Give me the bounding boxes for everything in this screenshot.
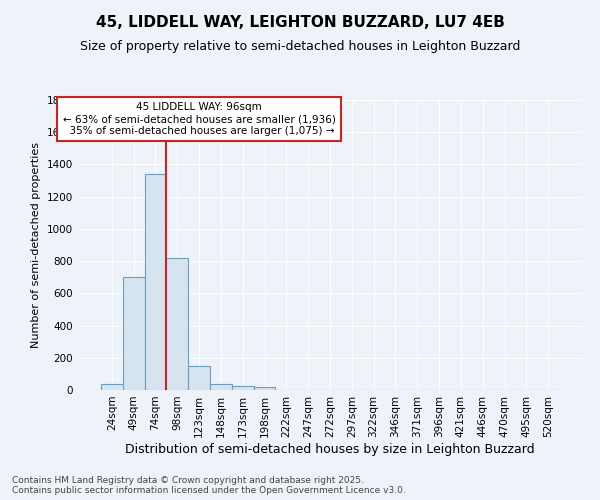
Bar (188, 366, 210, 390)
Bar (254, 387, 275, 390)
X-axis label: Distribution of semi-detached houses by size in Leighton Buzzard: Distribution of semi-detached houses by … (125, 442, 535, 456)
Bar (145, 174, 166, 390)
Y-axis label: Number of semi-detached properties: Number of semi-detached properties (31, 142, 41, 348)
Bar (232, 386, 254, 390)
Text: 45 LIDDELL WAY: 96sqm
← 63% of semi-detached houses are smaller (1,936)
  35% of: 45 LIDDELL WAY: 96sqm ← 63% of semi-deta… (62, 102, 335, 136)
Bar (210, 384, 232, 390)
Bar (101, 384, 123, 390)
Bar (166, 258, 188, 390)
Text: Size of property relative to semi-detached houses in Leighton Buzzard: Size of property relative to semi-detach… (80, 40, 520, 53)
Text: 45, LIDDELL WAY, LEIGHTON BUZZARD, LU7 4EB: 45, LIDDELL WAY, LEIGHTON BUZZARD, LU7 4… (95, 15, 505, 30)
Bar (123, 277, 145, 390)
Text: Contains HM Land Registry data © Crown copyright and database right 2025.
Contai: Contains HM Land Registry data © Crown c… (12, 476, 406, 495)
